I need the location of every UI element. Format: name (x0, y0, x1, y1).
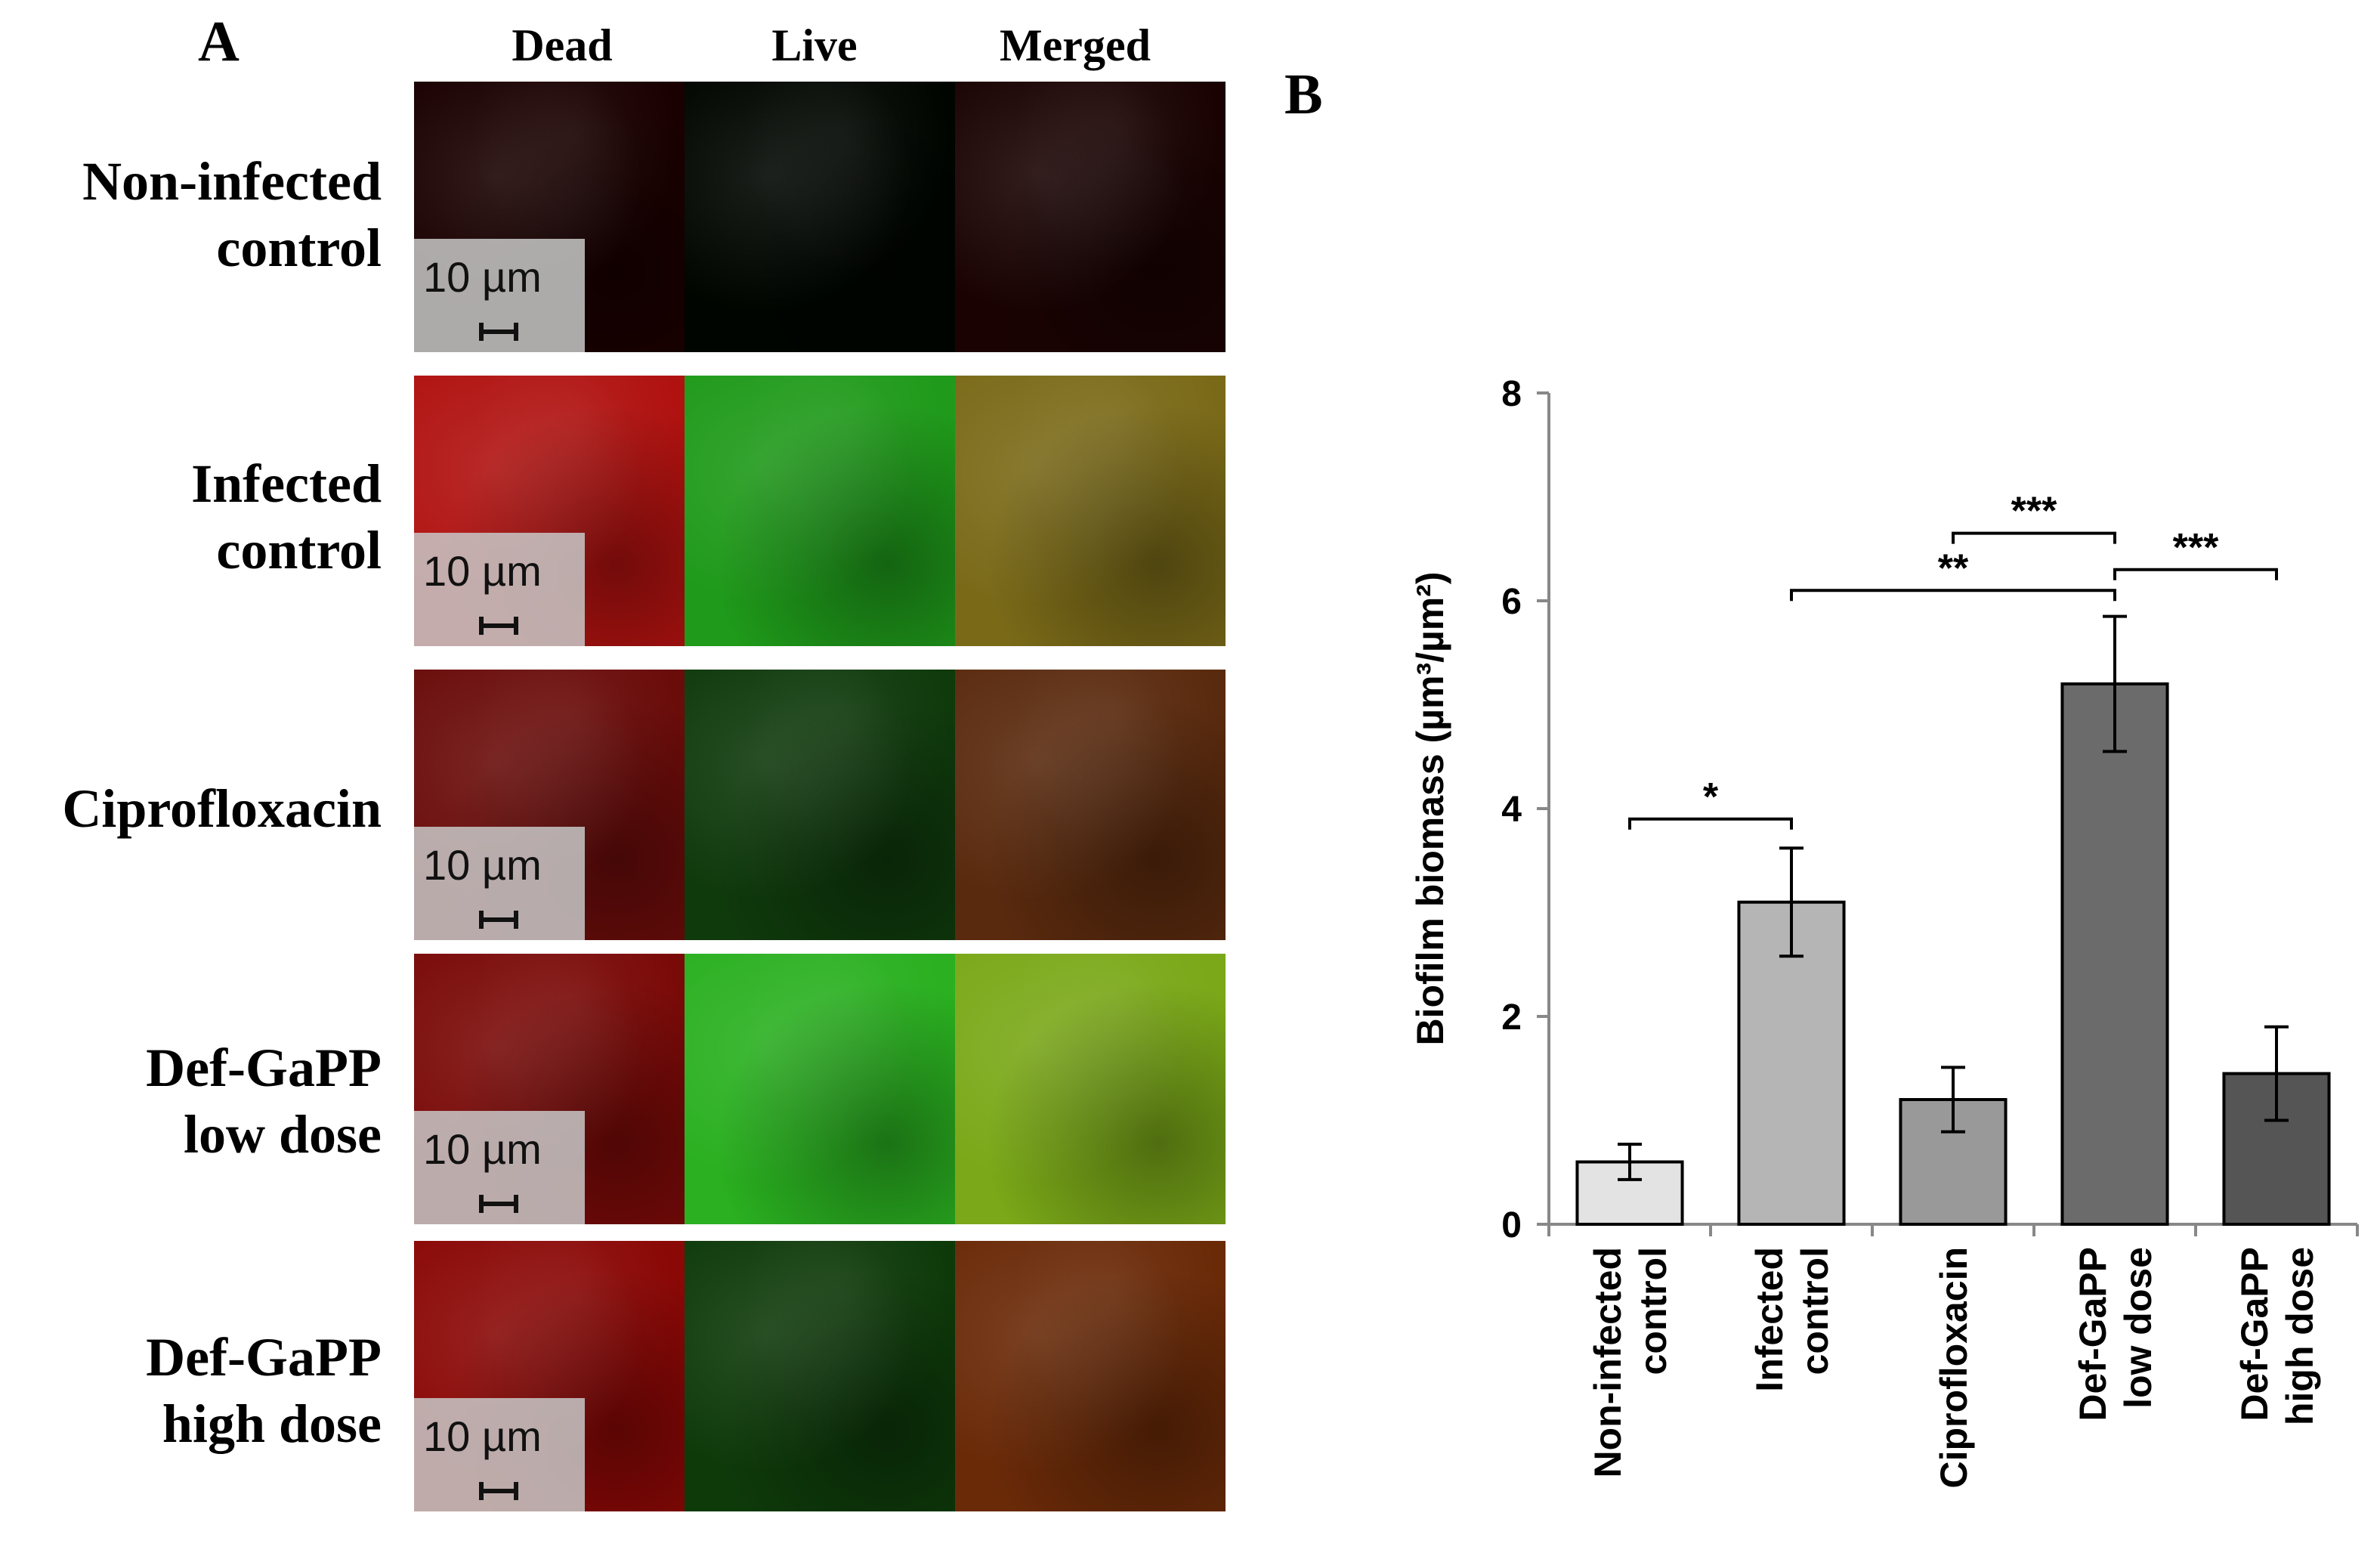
scale-bar (479, 911, 518, 929)
bar (2060, 682, 2169, 1226)
y-tick-label: 4 (1501, 790, 1522, 830)
micrograph-row: 10 µm (414, 670, 1226, 940)
column-header-live: Live (771, 20, 858, 70)
micrograph-dead: 10 µm (414, 1241, 685, 1511)
row-label-line: low dose (183, 1104, 382, 1165)
x-category-label: Def-GaPP high dose (2233, 1247, 2321, 1425)
y-axis-label: Biofilm biomass (µm³/µm²) (1409, 571, 1451, 1045)
x-category-label-line: low dose (2117, 1247, 2159, 1409)
x-category-label: Non-infected control (1587, 1247, 1674, 1478)
micrograph-merged (955, 1241, 1226, 1511)
significance-bracket (1628, 817, 1793, 830)
micrograph-row: 10 µm (414, 376, 1226, 646)
column-header-merged: Merged (1000, 20, 1151, 70)
panel-a-letter: A (198, 10, 240, 73)
x-category-label-line: Ciprofloxacin (1933, 1247, 1975, 1488)
bar (1575, 1160, 1684, 1226)
scale-bar (479, 1482, 518, 1500)
micrograph-merged (955, 82, 1226, 352)
row-label-line: Def-GaPP (146, 1038, 382, 1098)
micrograph-dead: 10 µm (414, 670, 685, 940)
significance-label: *** (2173, 526, 2219, 570)
x-category-label: Ciprofloxacin (1933, 1247, 1975, 1488)
scale-bar-label: 10 µm (423, 253, 542, 301)
x-category-label: Def-GaPP low dose (2072, 1247, 2159, 1422)
row-label-line: Infected (191, 453, 382, 514)
significance-label: * (1703, 775, 1719, 819)
scale-bar-box: 10 µm (414, 1398, 585, 1511)
x-category-label-line: Non-infected (1587, 1247, 1629, 1478)
row-label: Ciprofloxacin (62, 775, 382, 842)
significance-bracket (2113, 568, 2278, 580)
y-tick-label: 6 (1501, 582, 1522, 622)
y-tick-label: 0 (1501, 1205, 1522, 1245)
row-label-line: Non-infected (82, 151, 382, 212)
micrograph-row: 10 µm (414, 954, 1226, 1224)
row-label: Def-GaPP low dose (146, 1035, 382, 1168)
micrograph-merged (955, 670, 1226, 940)
scale-bar-box: 10 µm (414, 239, 585, 352)
scale-bar-box: 10 µm (414, 1111, 585, 1224)
row-label-line: Def-GaPP (146, 1327, 382, 1387)
row-label: Non-infected control (82, 148, 382, 281)
x-category-label-line: Def-GaPP (2072, 1247, 2114, 1422)
row-label-line: control (216, 218, 382, 278)
micrograph-merged (955, 376, 1226, 646)
x-category-label-line: Def-GaPP (2233, 1247, 2276, 1422)
row-label-line: control (216, 520, 382, 580)
significance-label: *** (2011, 490, 2057, 534)
x-category-label-line: Infected (1748, 1247, 1791, 1392)
scale-bar (479, 323, 518, 341)
y-tick-label: 2 (1501, 998, 1522, 1038)
micrograph-live (685, 82, 955, 352)
micrograph-merged (955, 954, 1226, 1224)
micrograph-live (685, 376, 955, 646)
micrograph-dead: 10 µm (414, 82, 685, 352)
significance-bracket (1790, 589, 2116, 602)
micrograph-row: 10 µm (414, 1241, 1226, 1511)
scale-bar-label: 10 µm (423, 1125, 542, 1173)
micrograph-live (685, 1241, 955, 1511)
scale-bar (479, 1195, 518, 1213)
y-tick-label: 8 (1501, 374, 1522, 414)
x-category-label: Infected control (1748, 1247, 1836, 1392)
scale-bar (479, 617, 518, 635)
x-category-label-line: control (1794, 1247, 1836, 1375)
row-label-line: Ciprofloxacin (62, 778, 382, 839)
row-label: Infected control (191, 450, 382, 583)
significance-label: ** (1938, 546, 1969, 590)
panel-b-letter: B (1284, 63, 1323, 126)
micrograph-dead: 10 µm (414, 376, 685, 646)
scale-bar-box: 10 µm (414, 827, 585, 940)
x-category-label-line: control (1632, 1247, 1674, 1375)
x-category-label-line: high dose (2279, 1247, 2321, 1425)
scale-bar-label: 10 µm (423, 1412, 542, 1460)
significance-bracket (1952, 531, 2116, 544)
micrograph-row: 10 µm (414, 82, 1226, 352)
column-header-dead: Dead (512, 20, 613, 70)
scale-bar-label: 10 µm (423, 547, 542, 595)
scale-bar-box: 10 µm (414, 533, 585, 646)
micrograph-live (685, 954, 955, 1224)
micrograph-dead: 10 µm (414, 954, 685, 1224)
row-label: Def-GaPP high dose (146, 1324, 382, 1457)
scale-bar-label: 10 µm (423, 841, 542, 889)
micrograph-live (685, 670, 955, 940)
row-label-line: high dose (162, 1394, 382, 1454)
